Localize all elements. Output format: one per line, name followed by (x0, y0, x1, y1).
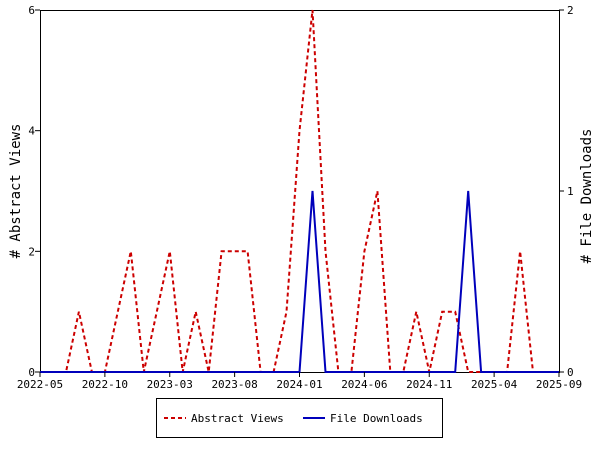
x-tick-label: 2025-09 (536, 378, 582, 391)
legend-label-file-downloads: File Downloads (330, 412, 423, 425)
x-tick-label: 2023-08 (211, 378, 257, 391)
x-tick-label: 2022-10 (82, 378, 128, 391)
legend: Abstract Views File Downloads (156, 398, 443, 438)
plot-area (40, 10, 560, 373)
x-tick-label: 2025-04 (471, 378, 518, 391)
right-axis-title: # File Downloads (579, 129, 595, 264)
legend-box (156, 398, 443, 438)
left-axis-title: # Abstract Views (8, 124, 24, 259)
left-y-tick-label: 6 (28, 4, 35, 17)
legend-label-abstract-views: Abstract Views (191, 412, 284, 425)
x-tick-label: 2024-11 (406, 378, 452, 391)
left-y-tick-label: 0 (28, 366, 35, 379)
right-y-tick-label: 2 (567, 4, 574, 17)
x-tick-label: 2022-05 (17, 378, 63, 391)
left-y-tick-label: 4 (28, 125, 35, 138)
axes-layer: 2022-05 2022-10 2023-03 2023-08 2024-01 2024-… (17, 4, 582, 391)
left-y-tick-label: 2 (28, 245, 35, 258)
series-line-abstract-views (40, 9, 559, 373)
right-y-tick-label: 0 (567, 366, 574, 379)
x-tick-label: 2023-03 (147, 378, 193, 391)
x-tick-label: 2024-01 (276, 378, 322, 391)
right-y-tick-label: 1 (567, 185, 574, 198)
x-tick-label: 2024-06 (341, 378, 387, 391)
